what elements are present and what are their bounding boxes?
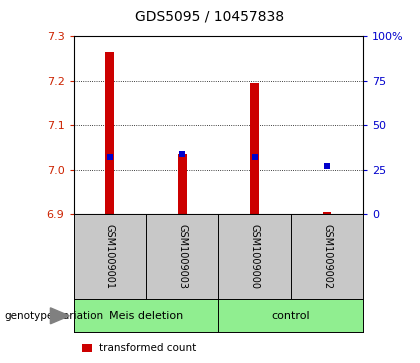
- Text: GDS5095 / 10457838: GDS5095 / 10457838: [135, 9, 285, 23]
- Text: genotype/variation: genotype/variation: [4, 311, 103, 321]
- Text: GSM1009001: GSM1009001: [105, 224, 115, 289]
- Text: transformed count: transformed count: [99, 343, 196, 354]
- Text: GSM1009002: GSM1009002: [322, 224, 332, 289]
- Text: Meis deletion: Meis deletion: [109, 311, 183, 321]
- Text: GSM1009003: GSM1009003: [177, 224, 187, 289]
- Bar: [250, 83, 259, 214]
- Text: control: control: [272, 311, 310, 321]
- Bar: [323, 212, 331, 214]
- Text: GSM1009000: GSM1009000: [249, 224, 260, 289]
- Bar: [105, 52, 114, 214]
- Bar: [178, 154, 186, 214]
